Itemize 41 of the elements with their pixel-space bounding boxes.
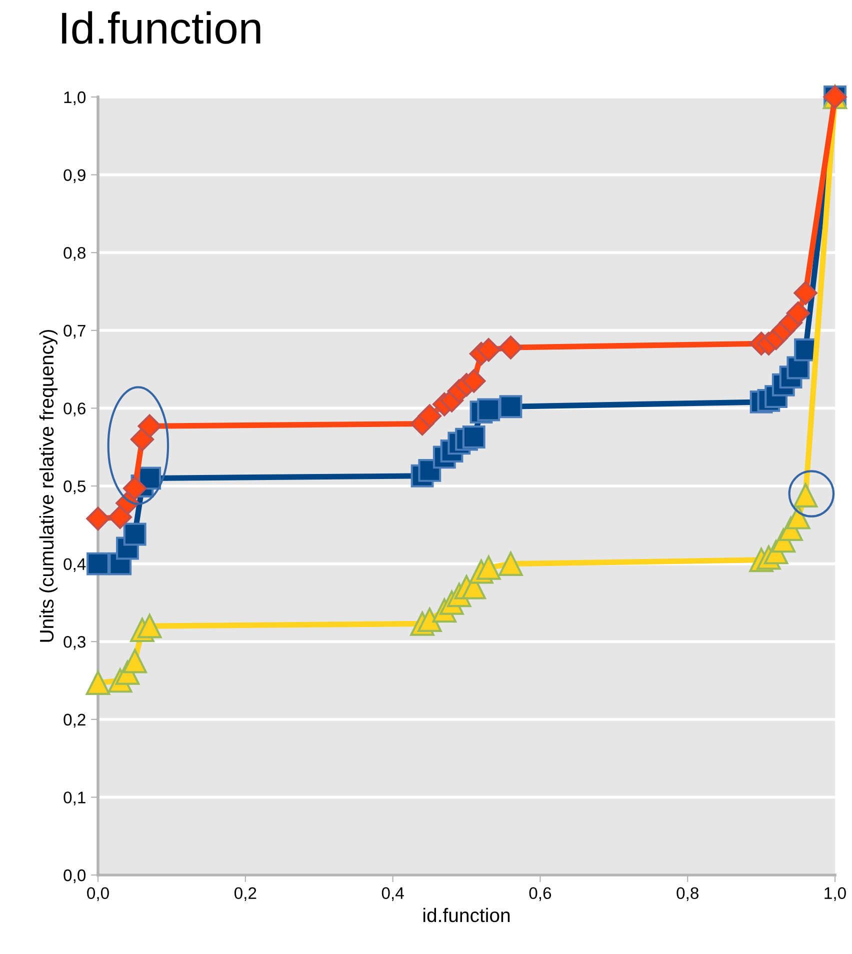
y-tick-label: 0,6 [64,402,86,416]
y-tick-label: 0,3 [64,636,86,650]
point [498,552,523,576]
x-tick-label: 0,0 [87,887,109,902]
point [476,338,500,362]
x-axis-title: id.function [423,908,510,922]
x-tick-label: 0,2 [234,887,256,902]
point [123,476,147,500]
y-tick-label: 0,2 [64,714,86,728]
y-tick-label: 0,7 [64,324,86,339]
y-tick-label: 0,9 [64,169,86,183]
point [477,398,500,422]
point [499,395,522,418]
point [122,648,148,674]
point [417,608,442,632]
point [123,522,146,546]
chart-title: Id.function [62,11,260,44]
y-tick-label: 0,1 [64,792,86,806]
point [786,301,810,326]
x-tick-label: 0,8 [676,887,698,902]
point [86,506,110,531]
x-tick-label: 1,0 [824,887,846,902]
y-tick-label: 1,0 [64,91,86,106]
y-axis-title: Units (cumulative relative frequency) [39,330,58,642]
x-tick-label: 0,6 [529,887,552,902]
point [138,414,162,438]
point [137,614,162,638]
point [498,336,523,360]
point [462,426,486,448]
point [794,281,818,305]
x-tick-label: 0,4 [382,887,404,902]
point [462,369,486,393]
point [86,552,110,576]
point [418,404,442,428]
y-tick-label: 0,0 [64,869,86,884]
point [86,670,110,695]
point [108,505,132,529]
point [476,556,501,580]
y-tick-label: 0,4 [64,558,86,572]
y-tick-label: 0,8 [64,247,86,261]
y-tick-label: 0,5 [64,480,86,494]
